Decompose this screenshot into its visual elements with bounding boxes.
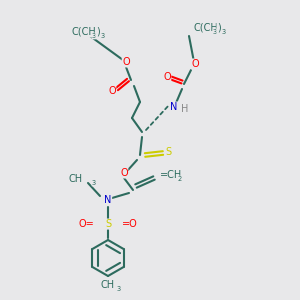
Text: N: N (170, 102, 178, 112)
Text: O: O (163, 72, 171, 82)
Text: O: O (120, 168, 128, 178)
Text: 3: 3 (213, 29, 217, 35)
Text: O=: O= (78, 219, 94, 229)
Text: S: S (165, 147, 171, 157)
Text: 3: 3 (92, 33, 96, 39)
Text: C(CH: C(CH (72, 27, 97, 37)
Text: ): ) (217, 23, 221, 33)
Text: 3: 3 (117, 286, 121, 292)
Text: CH: CH (101, 280, 115, 290)
Text: CH: CH (69, 174, 83, 184)
Text: C(CH: C(CH (193, 23, 218, 33)
Text: N: N (104, 195, 112, 205)
Text: 3: 3 (101, 33, 105, 39)
Text: =CH: =CH (160, 170, 182, 180)
Text: =O: =O (122, 219, 138, 229)
Text: S: S (105, 219, 111, 229)
Text: 3: 3 (222, 29, 226, 35)
Text: O: O (191, 59, 199, 69)
Text: 3: 3 (92, 180, 96, 186)
Text: ): ) (96, 27, 100, 37)
Text: H: H (181, 104, 189, 114)
Text: 2: 2 (178, 176, 182, 182)
Text: O: O (108, 86, 116, 96)
Text: O: O (122, 57, 130, 67)
